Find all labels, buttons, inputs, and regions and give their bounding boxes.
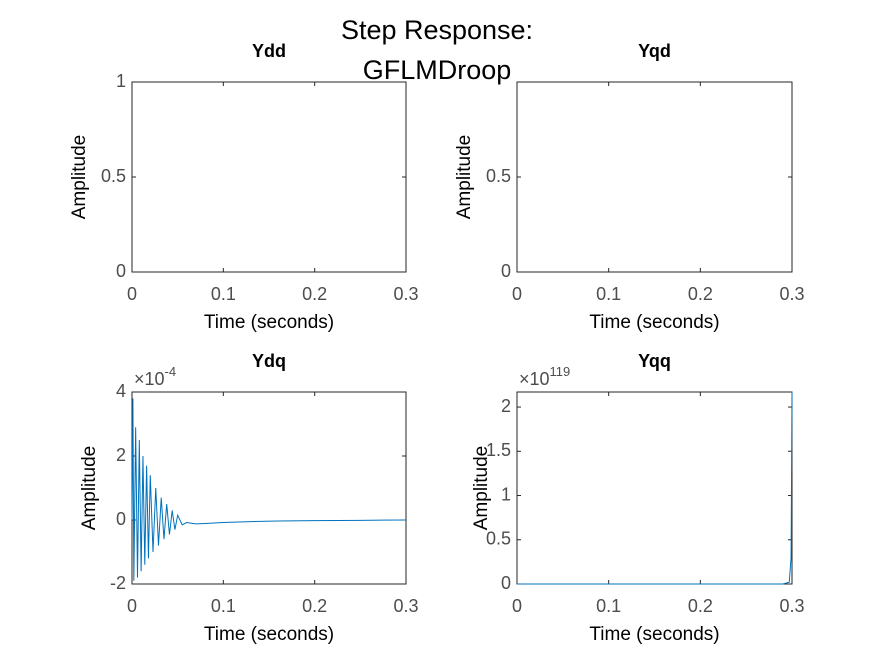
x-axis-label: Time (seconds)	[589, 624, 719, 645]
axes-box	[131, 81, 407, 273]
subplot-title: Yqd	[638, 41, 671, 61]
y-tick-label: -2	[110, 573, 126, 593]
y-tick-label: 2	[501, 396, 511, 416]
x-tick-label: 0.1	[211, 284, 236, 304]
x-tick-label: 0.1	[596, 596, 621, 616]
exponent-base: ×10	[519, 369, 550, 389]
x-tick-label: 0.2	[688, 284, 713, 304]
y-tick-label: 2	[116, 445, 126, 465]
x-tick-label: 0.3	[393, 284, 418, 304]
y-exponent: ×10-4	[134, 364, 176, 388]
x-tick-label: 0	[512, 596, 522, 616]
exponent-power: 119	[550, 364, 571, 379]
y-axis-label: Amplitude	[69, 135, 90, 220]
subplot-title: Ydq	[252, 351, 286, 371]
x-tick-label: 0.1	[211, 596, 236, 616]
y-tick-label: 1	[501, 484, 511, 504]
figure-title: Step Response:	[341, 15, 533, 45]
y-tick-label: 4	[116, 381, 126, 401]
x-tick-label: 0.2	[688, 596, 713, 616]
subplot-title: Yqq	[638, 351, 671, 371]
x-axis-label: Time (seconds)	[204, 624, 334, 645]
y-tick-label: 1.5	[486, 440, 511, 460]
x-tick-label: 0	[127, 284, 137, 304]
axes-box	[516, 81, 793, 273]
x-tick-label: 0.2	[302, 284, 327, 304]
axes-box	[516, 391, 793, 585]
axes-box	[131, 391, 407, 585]
x-tick-label: 0.1	[596, 284, 621, 304]
y-axis-label: Amplitude	[79, 446, 100, 531]
x-tick-label: 0.3	[779, 284, 804, 304]
exponent-base: ×10	[134, 369, 165, 389]
subplot-title: Ydd	[252, 41, 286, 61]
x-axis-label: Time (seconds)	[589, 312, 719, 333]
y-tick-label: 0	[501, 261, 511, 281]
exponent-power: -4	[165, 364, 177, 379]
y-axis-label: Amplitude	[471, 446, 492, 531]
y-exponent: ×10119	[519, 364, 570, 388]
x-axis-label: Time (seconds)	[204, 312, 334, 333]
x-tick-label: 0	[127, 596, 137, 616]
x-tick-label: 0.3	[393, 596, 418, 616]
figure-title: GFLMDroop	[363, 55, 512, 85]
x-tick-label: 0.3	[779, 596, 804, 616]
data-line	[131, 398, 407, 581]
y-tick-label: 0.5	[486, 166, 511, 186]
y-tick-label: 0	[116, 509, 126, 529]
y-tick-label: 0.5	[486, 529, 511, 549]
y-tick-label: 0.5	[101, 166, 126, 186]
x-tick-label: 0	[512, 284, 522, 304]
y-tick-label: 1	[116, 71, 126, 91]
y-axis-label: Amplitude	[454, 135, 475, 220]
data-line	[517, 391, 793, 585]
x-tick-label: 0.2	[302, 596, 327, 616]
y-tick-label: 0	[116, 261, 126, 281]
y-tick-label: 0	[501, 573, 511, 593]
